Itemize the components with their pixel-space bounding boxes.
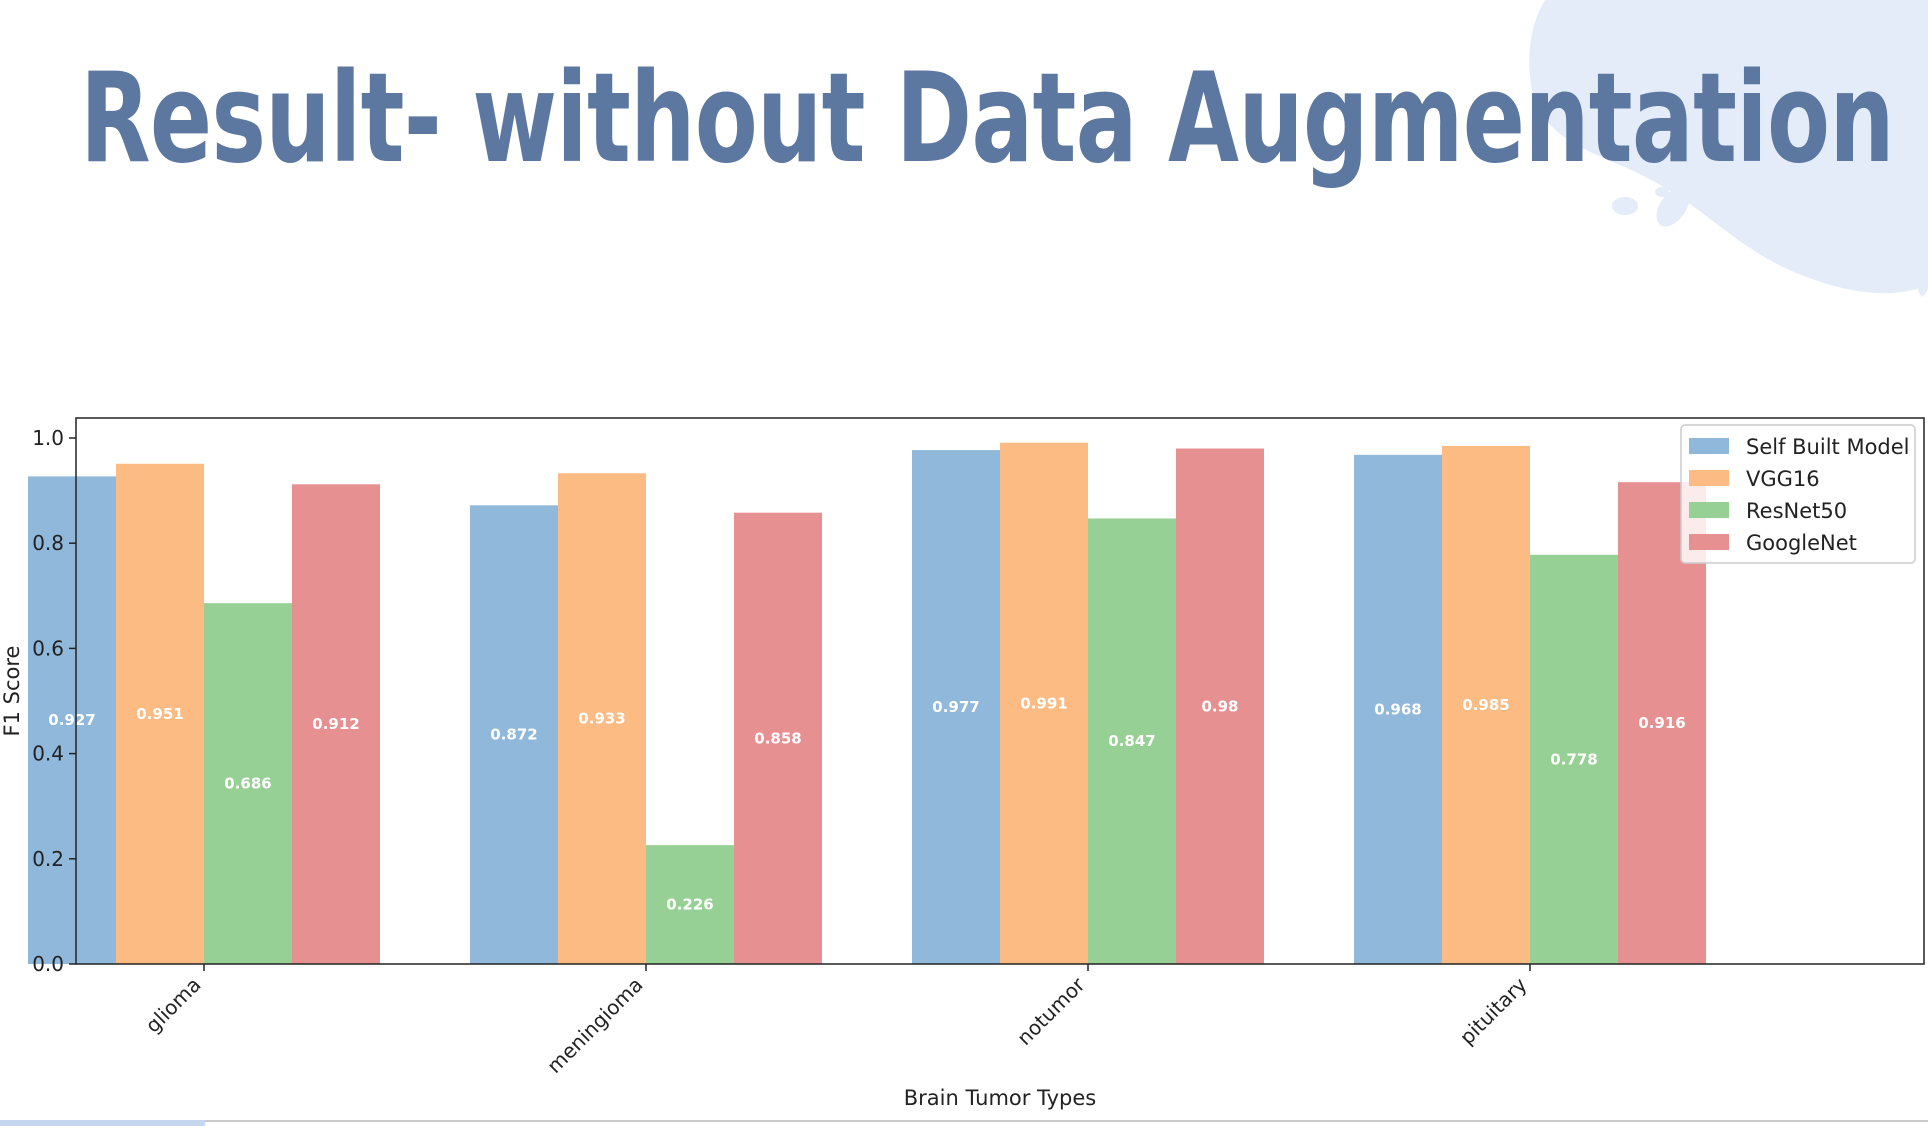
- bar-glioma-self-built-model: [28, 476, 116, 964]
- y-tick-label: 1.0: [32, 426, 64, 450]
- y-tick-label: 0.2: [32, 847, 64, 871]
- bar-meningioma-googlenet: [734, 512, 822, 964]
- legend-label: ResNet50: [1746, 499, 1847, 523]
- legend-swatch: [1689, 438, 1729, 454]
- x-axis-label: Brain Tumor Types: [904, 1086, 1096, 1110]
- bar-glioma-resnet50: [204, 603, 292, 964]
- bar-value-label: 0.977: [932, 698, 979, 716]
- bar-notumor-vgg16: [1000, 442, 1088, 964]
- bars-group: [28, 442, 1706, 964]
- bar-value-label: 0.778: [1550, 750, 1597, 768]
- legend-swatch: [1689, 470, 1729, 486]
- bar-meningioma-resnet50: [646, 845, 734, 964]
- bar-glioma-vgg16: [116, 463, 204, 964]
- bar-value-labels: 0.927 0.951 0.686 0.912 0.872 0.933 0.226 0.858…: [48, 694, 1685, 913]
- x-tick-label: meningioma: [542, 973, 647, 1078]
- bar-value-label: 0.912: [312, 715, 359, 733]
- bar-glioma-googlenet: [292, 484, 380, 964]
- bar-pituitary-resnet50: [1530, 554, 1618, 964]
- bar-value-label: 0.858: [754, 729, 801, 747]
- x-tick-label: glioma: [141, 973, 206, 1038]
- legend-box: [1680, 424, 1916, 564]
- legend-swatch: [1689, 502, 1729, 518]
- plot-frame: [75, 417, 1925, 965]
- x-tick-label: notumor: [1012, 972, 1090, 1050]
- bar-notumor-googlenet: [1176, 448, 1264, 964]
- footer-tab: [0, 1120, 205, 1126]
- y-tick-label: 0.4: [32, 742, 64, 766]
- bar-value-label: 0.686: [224, 775, 271, 793]
- legend-swatch: [1689, 534, 1729, 550]
- footer-divider: [0, 1120, 1928, 1122]
- bar-value-label: 0.991: [1020, 694, 1067, 712]
- y-axis-label: F1 Score: [0, 646, 24, 737]
- bar-value-label: 0.98: [1201, 697, 1238, 715]
- y-tick-label: 0.6: [32, 636, 64, 660]
- x-axis-ticks: glioma meningioma notumor pituitary: [141, 964, 1532, 1078]
- bar-value-label: 0.916: [1638, 714, 1685, 732]
- legend: Self Built Model VGG16 ResNet50 GoogleNet: [1680, 424, 1916, 564]
- bar-value-label: 0.847: [1108, 732, 1155, 750]
- bar-value-label: 0.226: [666, 896, 713, 914]
- bar-value-label: 0.933: [578, 710, 625, 728]
- bar-value-label: 0.872: [490, 726, 537, 744]
- legend-label: GoogleNet: [1746, 531, 1857, 555]
- y-tick-label: 0.0: [32, 952, 64, 976]
- bar-pituitary-self-built-model: [1354, 454, 1442, 964]
- legend-label: Self Built Model: [1746, 435, 1910, 459]
- y-tick-label: 0.8: [32, 531, 64, 555]
- bar-meningioma-vgg16: [558, 473, 646, 964]
- bar-pituitary-vgg16: [1442, 445, 1530, 964]
- bar-value-label: 0.951: [136, 705, 183, 723]
- y-axis-ticks: 0.0 0.2 0.4 0.6 0.8 1.0: [32, 426, 76, 976]
- bar-value-label: 0.985: [1462, 696, 1509, 714]
- legend-label: VGG16: [1746, 467, 1820, 491]
- slide-title: Result- without Data Augmentation: [80, 47, 1895, 191]
- bar-meningioma-self-built-model: [470, 505, 558, 964]
- bar-value-label: 0.968: [1374, 700, 1421, 718]
- bar-value-label: 0.927: [48, 711, 95, 729]
- bar-notumor-self-built-model: [912, 450, 1000, 964]
- bar-notumor-resnet50: [1088, 518, 1176, 964]
- x-tick-label: pituitary: [1455, 972, 1532, 1049]
